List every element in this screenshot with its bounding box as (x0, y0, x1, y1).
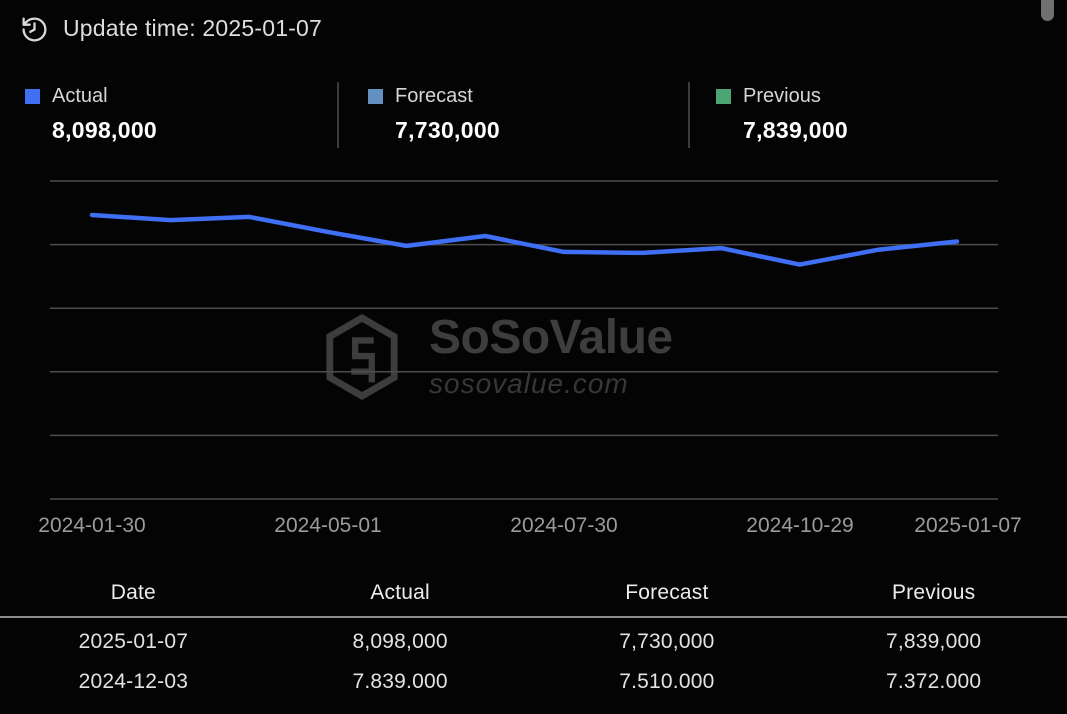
legend-divider (337, 82, 339, 148)
actual-series-line[interactable] (89, 212, 960, 267)
col-header-actual: Actual (370, 581, 430, 604)
history-table: Date Actual Forecast Previous 2025-01-07… (0, 570, 1067, 698)
line-chart[interactable] (0, 0, 1067, 560)
legend-divider (688, 82, 690, 148)
forecast-label: Forecast (395, 85, 473, 107)
table-row: 2024-12-03 7.839.000 7.510.000 7.372.000 (0, 658, 1067, 698)
col-header-previous: Previous (891, 581, 976, 604)
cell-previous: 7.372.000 (886, 670, 982, 693)
cell-forecast: 7.510.000 (619, 670, 715, 693)
legend-item-forecast: Forecast 7,730,000 (368, 85, 500, 144)
cell-date: 2025-01-07 (78, 630, 189, 653)
forecast-color-swatch (368, 89, 383, 104)
x-tick-label: 2024-10-29 (746, 514, 854, 537)
x-tick-label: 2024-07-30 (510, 514, 618, 537)
cell-previous: 7,839,000 (886, 630, 982, 653)
previous-value: 7,839,000 (743, 117, 849, 143)
table-row: 2025-01-07 8,098,000 7,730,000 7,839,000 (0, 618, 1067, 658)
history-clock-icon (22, 17, 47, 42)
x-tick-label: 2025-01-07 (914, 514, 1022, 537)
cell-forecast: 7,730,000 (619, 630, 715, 653)
cell-actual: 7.839.000 (352, 670, 448, 693)
previous-color-swatch (716, 89, 731, 104)
x-tick-label: 2024-05-01 (274, 514, 382, 537)
x-tick-label: 2024-01-30 (38, 514, 146, 537)
table-header-row: Date Actual Forecast Previous (0, 570, 1067, 618)
col-header-date: Date (110, 581, 156, 604)
cell-date: 2024-12-03 (78, 670, 189, 693)
forecast-value: 7,730,000 (395, 117, 501, 143)
col-header-forecast: Forecast (625, 581, 709, 604)
actual-label: Actual (52, 85, 108, 107)
legend-item-previous: Previous 7,839,000 (716, 85, 848, 144)
previous-label: Previous (743, 85, 821, 107)
legend-item-actual: Actual 8,098,000 (25, 85, 157, 144)
update-time-label: Update time: 2025-01-07 (63, 15, 323, 41)
cell-actual: 8,098,000 (352, 630, 448, 653)
actual-value: 8,098,000 (52, 117, 158, 143)
actual-color-swatch (25, 89, 40, 104)
vertical-scrollbar-thumb[interactable] (1041, 0, 1054, 21)
